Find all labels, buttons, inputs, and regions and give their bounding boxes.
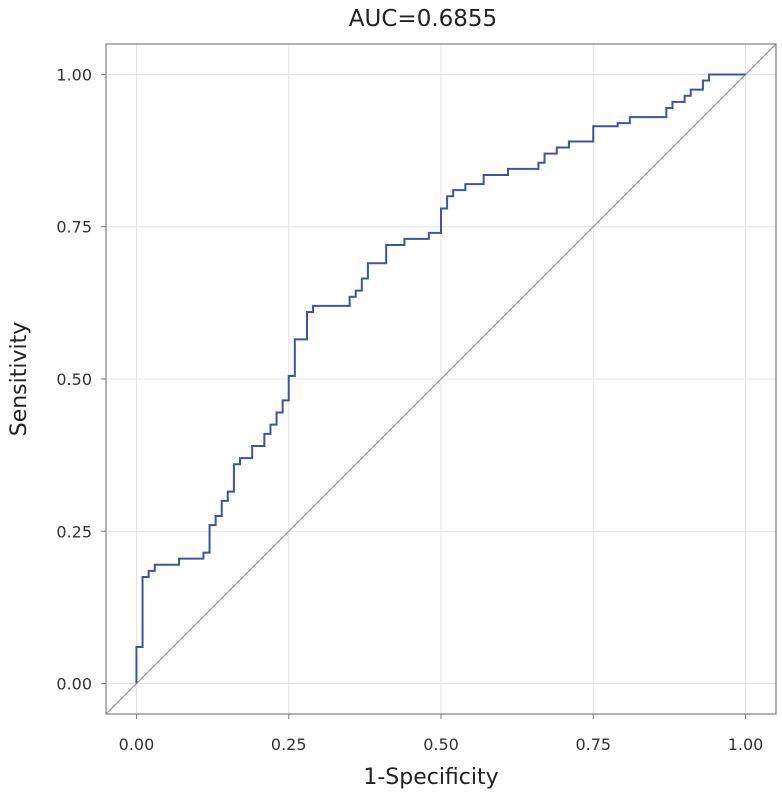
y-tick-label: 0.00 <box>56 675 92 694</box>
x-axis-title: 1-Specificity <box>363 765 498 790</box>
chart-title: AUC=0.6855 <box>349 6 497 32</box>
y-tick-label: 0.75 <box>56 218 92 237</box>
x-tick-label: 1.00 <box>728 735 764 754</box>
x-tick-label: 0.75 <box>575 735 611 754</box>
x-tick-label: 0.50 <box>423 735 459 754</box>
y-axis-title: Sensitivity <box>7 322 32 437</box>
x-tick-label: 0.00 <box>119 735 155 754</box>
y-tick-label: 0.50 <box>56 370 92 389</box>
x-tick-label: 0.25 <box>271 735 307 754</box>
y-tick-label: 0.25 <box>56 522 92 541</box>
y-tick-label: 1.00 <box>56 65 92 84</box>
